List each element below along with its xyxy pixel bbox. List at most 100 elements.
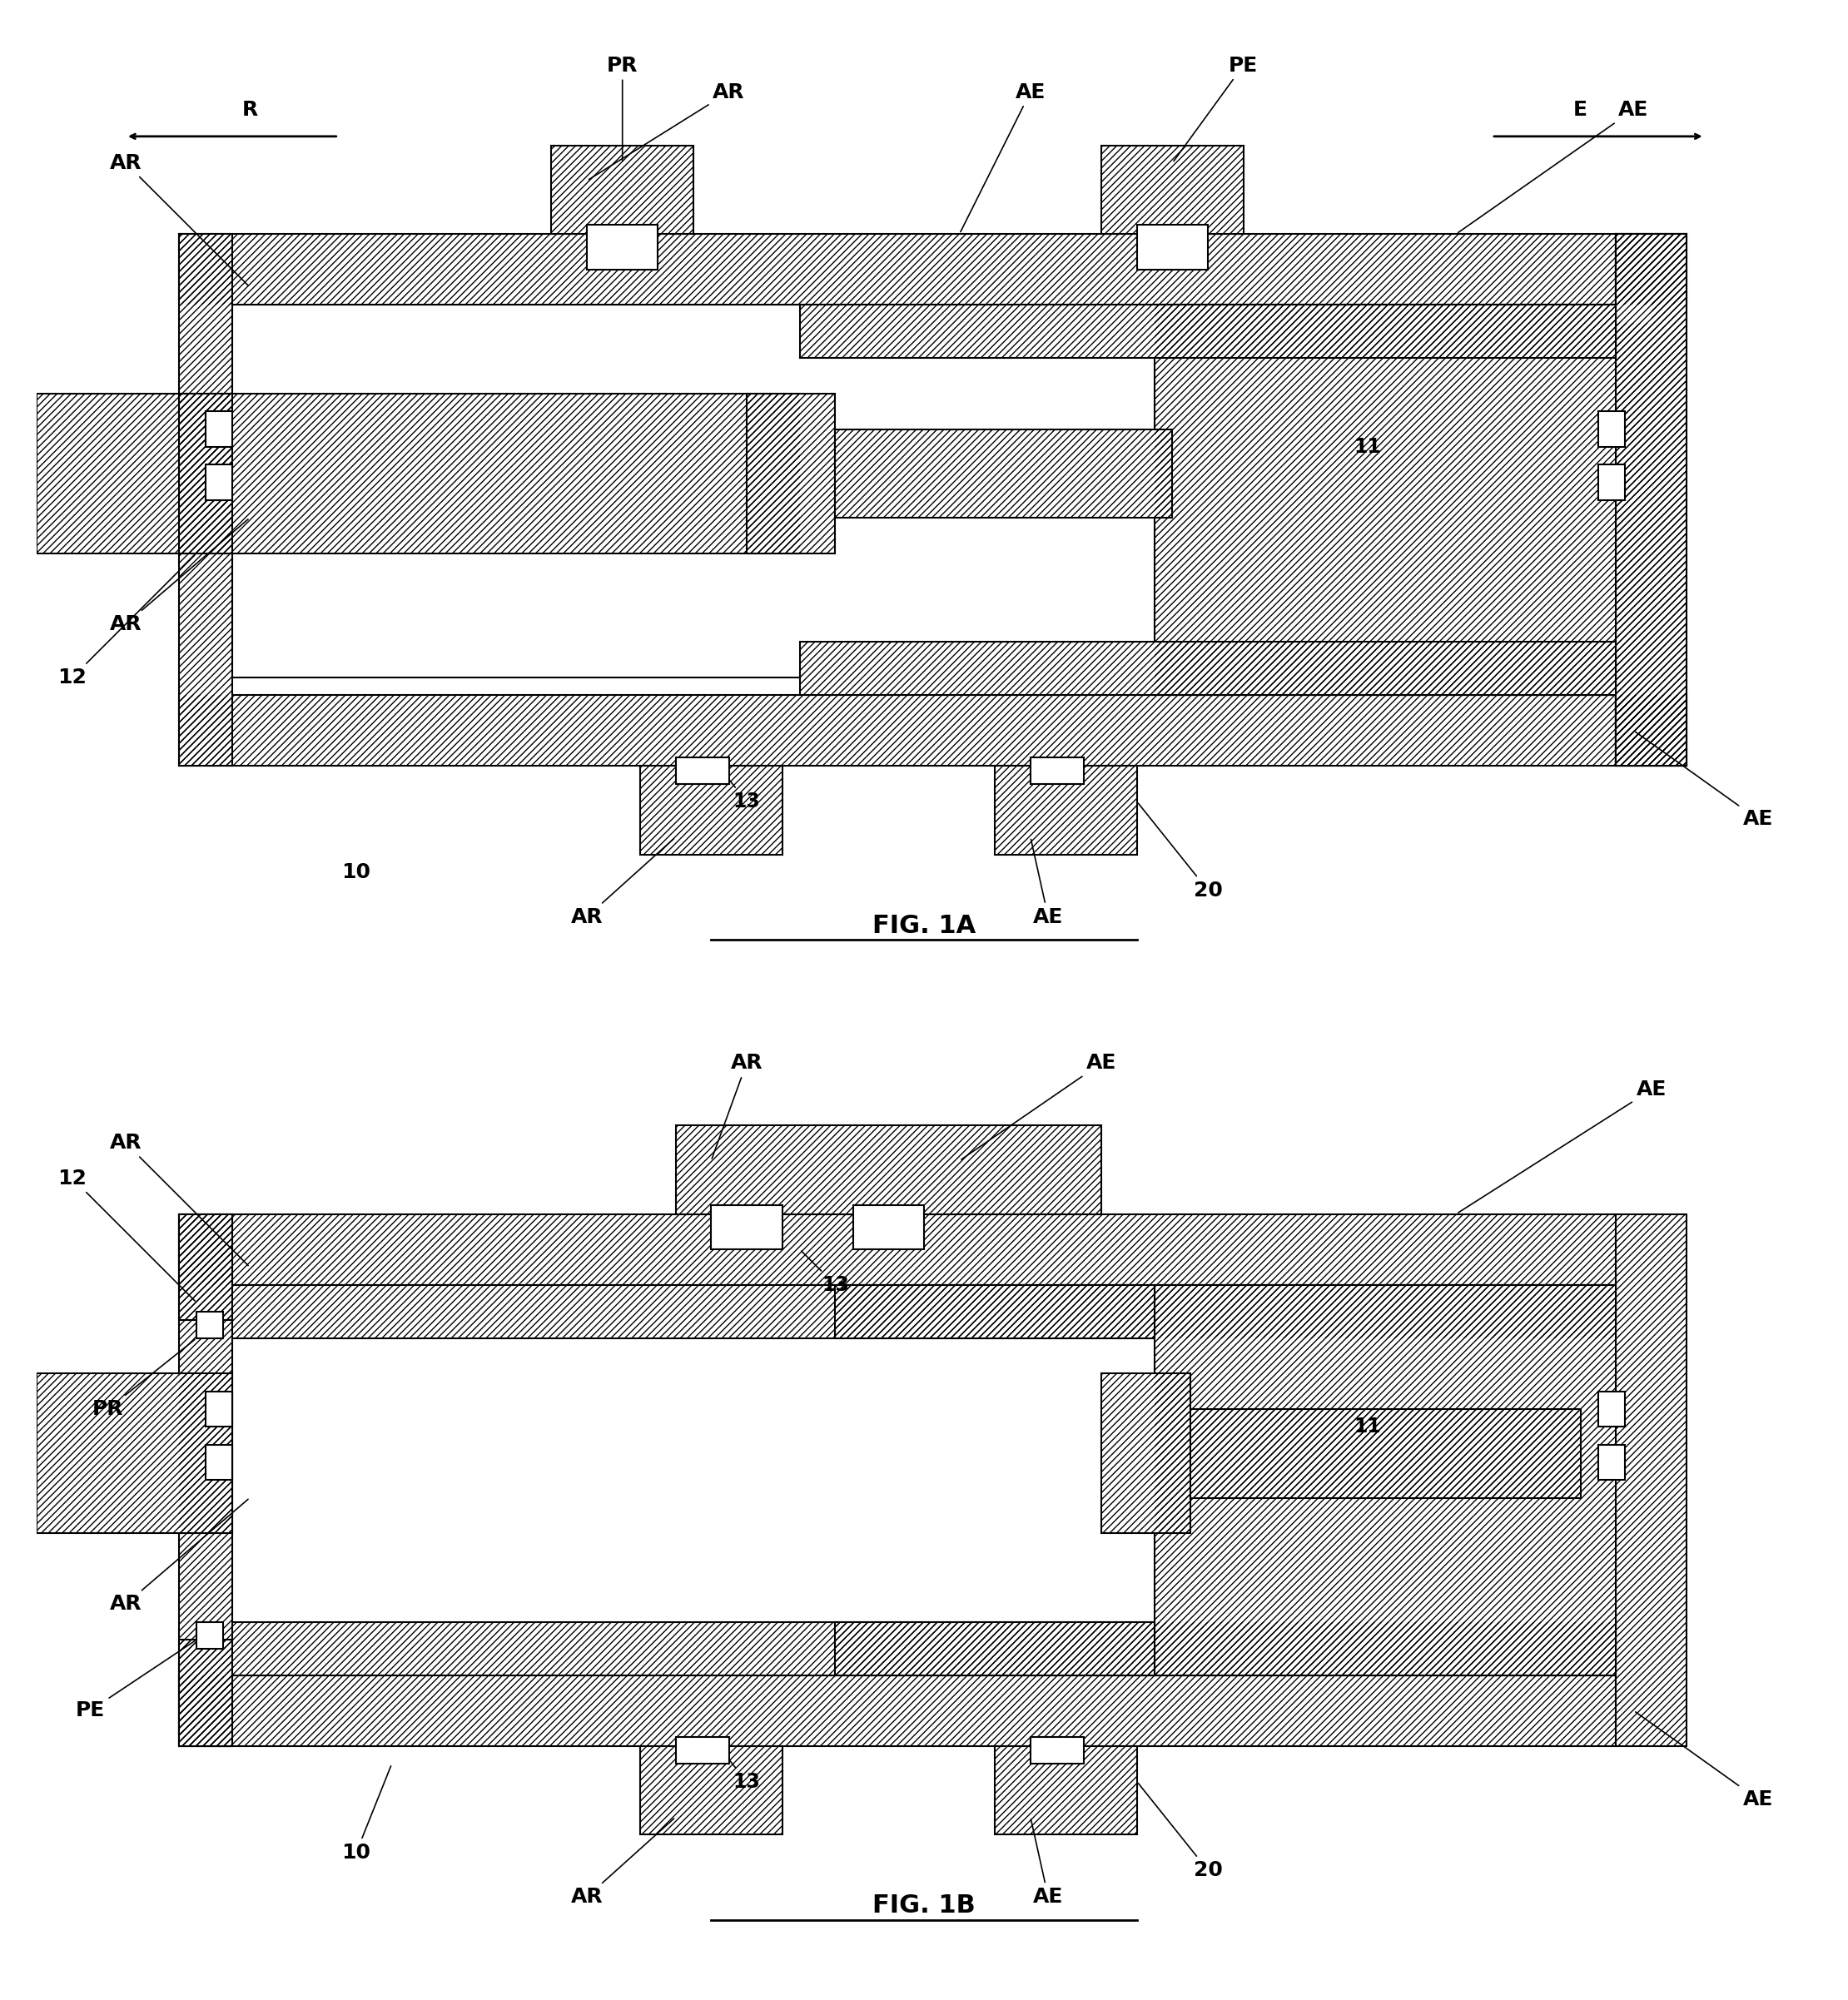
Text: AE: AE (961, 1054, 1116, 1160)
Bar (747, 394, 835, 554)
Bar (994, 1746, 1137, 1834)
Bar (179, 1640, 233, 1746)
Bar (1155, 304, 1615, 696)
Text: AR: AR (109, 1500, 248, 1614)
Bar (205, 464, 233, 500)
Bar (835, 1284, 1155, 1338)
Bar (1615, 234, 1687, 766)
Text: AR: AR (590, 82, 745, 180)
Bar (835, 1284, 1155, 1338)
Bar (800, 304, 1615, 358)
Bar (1615, 234, 1687, 766)
Bar (1101, 1374, 1190, 1534)
Bar (196, 1622, 224, 1648)
Bar (179, 1214, 1615, 1284)
Bar (1101, 1374, 1190, 1534)
Bar (179, 234, 233, 766)
Text: E: E (1573, 100, 1587, 120)
Bar (233, 304, 1599, 678)
Bar (800, 642, 1615, 696)
Bar (1031, 1738, 1083, 1764)
Bar (179, 696, 1615, 766)
Bar (639, 766, 782, 854)
Bar (205, 1392, 233, 1426)
Bar (1615, 1214, 1687, 1746)
Bar (835, 430, 1172, 518)
Bar (1615, 234, 1687, 304)
Bar (179, 1214, 233, 1320)
Bar (551, 146, 693, 234)
Text: AR: AR (109, 152, 248, 286)
Bar (1190, 1410, 1580, 1498)
Bar (233, 1284, 1615, 1676)
Bar (1599, 412, 1624, 446)
Bar (179, 1676, 1615, 1746)
Bar (676, 1738, 728, 1764)
Text: 13: 13 (802, 1252, 848, 1294)
Bar (37, 394, 800, 554)
Text: AR: AR (571, 838, 675, 926)
Bar (37, 1374, 233, 1534)
Bar (747, 394, 835, 554)
Bar (711, 1206, 782, 1250)
Bar (179, 394, 233, 554)
Bar (196, 1312, 224, 1338)
Text: AE: AE (1635, 1712, 1772, 1810)
Bar (994, 766, 1137, 854)
Bar (233, 1284, 1615, 1338)
Text: 20: 20 (1138, 804, 1222, 900)
Text: AR: AR (109, 1132, 248, 1266)
Bar (1615, 696, 1687, 766)
Bar (1599, 1392, 1624, 1426)
Bar (835, 430, 1172, 518)
Bar (854, 1206, 924, 1250)
Bar (1031, 758, 1083, 784)
Text: 11: 11 (1355, 1416, 1380, 1436)
Bar (676, 1126, 1101, 1214)
Bar (994, 1746, 1137, 1834)
Polygon shape (1615, 234, 1687, 766)
Bar (1101, 146, 1244, 234)
Text: AE: AE (1031, 1820, 1063, 1906)
Text: AE: AE (1635, 732, 1772, 830)
Bar (639, 1746, 782, 1834)
Bar (1615, 696, 1687, 766)
Bar (588, 226, 658, 270)
Bar (1615, 1214, 1687, 1746)
Bar (1155, 304, 1615, 696)
Bar (179, 1214, 233, 1746)
Bar (179, 394, 233, 554)
Bar (1155, 1284, 1615, 1676)
Bar (179, 1214, 233, 1320)
Bar (37, 1374, 233, 1534)
Bar (835, 1622, 1155, 1676)
Bar (179, 234, 233, 766)
Polygon shape (1615, 696, 1687, 766)
Bar (551, 146, 693, 234)
Bar (179, 234, 1615, 304)
Bar (676, 1126, 1101, 1214)
Bar (800, 642, 1615, 696)
Text: AR: AR (109, 520, 248, 634)
Bar (1155, 1284, 1615, 1676)
Text: PR: PR (92, 1340, 194, 1420)
Bar (179, 1214, 1615, 1284)
Bar (1599, 464, 1624, 500)
Bar (179, 696, 1615, 766)
Text: AE: AE (1458, 100, 1648, 232)
Bar (179, 1214, 233, 1746)
Bar (205, 1444, 233, 1480)
Text: PE: PE (76, 1640, 194, 1720)
Text: AR: AR (711, 1054, 763, 1158)
Bar (205, 412, 233, 446)
Text: 12: 12 (57, 1168, 196, 1300)
Text: AE: AE (1031, 840, 1063, 926)
Text: 13: 13 (713, 760, 760, 812)
Bar (1599, 1444, 1624, 1480)
Bar (233, 1284, 1615, 1338)
Bar (639, 766, 782, 854)
Text: 12: 12 (57, 554, 196, 688)
Text: R: R (242, 100, 259, 120)
Bar (994, 766, 1137, 854)
Bar (179, 1676, 1615, 1746)
